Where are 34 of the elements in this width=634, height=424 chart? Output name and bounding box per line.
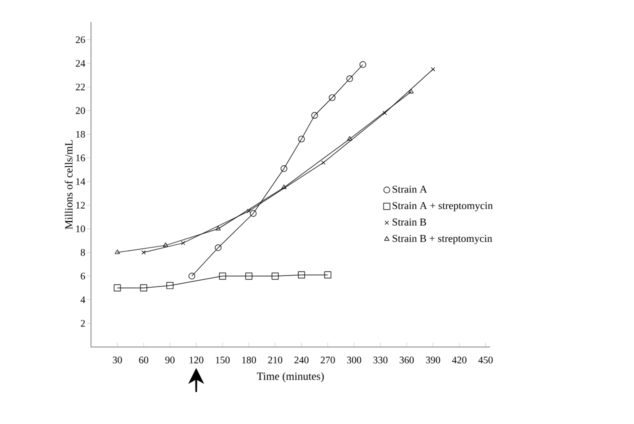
y-tick-label: 2 — [80, 320, 85, 327]
legend-label: Strain A — [392, 186, 428, 193]
y-tick-label: 14 — [76, 178, 86, 185]
x-tick-label: 300 — [347, 356, 362, 364]
y-tick-label: 10 — [76, 225, 85, 232]
x-tick-label: 90 — [165, 356, 175, 364]
x-tick-label: 390 — [426, 356, 440, 364]
x-tick-label: 180 — [242, 356, 256, 364]
y-tick-label: 4 — [80, 296, 86, 304]
x-tick-label: 60 — [139, 356, 148, 364]
x-tick-label: 30 — [112, 356, 122, 364]
x-tick-label: 210 — [268, 356, 282, 364]
legend-label: Strain B — [392, 218, 426, 226]
y-tick-label: 16 — [76, 154, 86, 162]
x-axis-title: Time (minutes) — [256, 372, 324, 382]
x-tick-label: 360 — [400, 356, 414, 364]
legend-label: Strain B + streptomycin — [392, 234, 492, 244]
y-tick-label: 8 — [80, 249, 85, 256]
x-tick-label: 450 — [478, 356, 493, 364]
y-tick-label: 18 — [76, 130, 85, 138]
y-tick-label: 24 — [76, 60, 86, 67]
x-tick-label: 120 — [190, 356, 204, 364]
x-tick-label: 270 — [320, 356, 335, 364]
x-tick-label: 150 — [216, 356, 230, 364]
y-tick-label: 20 — [76, 107, 85, 114]
x-tick-label: 330 — [373, 356, 388, 364]
y-tick-label: 22 — [76, 84, 85, 90]
y-tick-label: 6 — [80, 272, 86, 280]
y-tick-label: 26 — [76, 36, 86, 44]
x-tick-label: 420 — [452, 356, 466, 364]
legend-label: Strain A + streptomycin — [392, 202, 493, 212]
y-axis-title: Millions of cells/mL — [64, 140, 73, 230]
y-tick-label: 12 — [76, 202, 85, 208]
x-tick-label: 240 — [294, 356, 309, 364]
